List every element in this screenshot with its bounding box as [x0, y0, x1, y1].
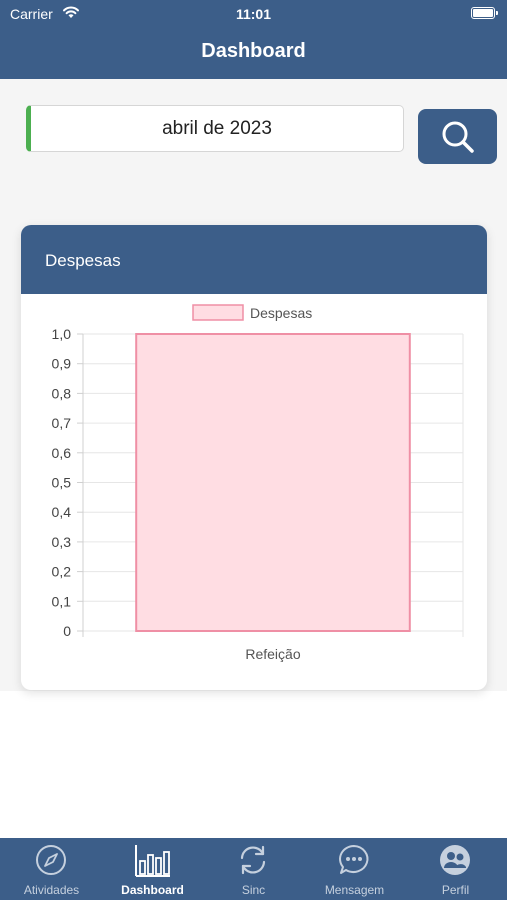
top-bar: Carrier 11:01 Dashboard: [0, 0, 507, 79]
sync-icon: [240, 845, 266, 875]
legend-swatch: [192, 304, 244, 321]
expenses-card: Despesas Despesas 0 0,1 0,2 0,3 0,4 0,5 0,6 0,7 0…: [21, 225, 487, 690]
status-bar: Carrier 11:01: [0, 0, 507, 28]
y-tick-label: 0: [63, 623, 71, 639]
y-tick-label: 0,1: [52, 593, 72, 609]
x-tick-label: Refeição: [245, 646, 300, 662]
bar-chart-icon: [135, 845, 170, 877]
y-tick-label: 0,9: [52, 356, 72, 372]
expenses-bar-chart: Despesas 0 0,1 0,2 0,3 0,4 0,5 0,6 0,7 0,8 0,9 1,0 R…: [52, 304, 464, 662]
tab-label: Mensagem: [324, 883, 385, 897]
y-tick-label: 0,3: [52, 534, 72, 550]
carrier-label: Carrier: [10, 6, 53, 22]
bar: [135, 333, 411, 632]
tab-label: Sinc: [241, 883, 266, 897]
legend-label: Despesas: [250, 305, 312, 321]
y-tick-label: 0,8: [52, 385, 72, 401]
battery-icon: [471, 7, 498, 19]
tab-sinc[interactable]: Sinc: [203, 838, 304, 900]
main-content: abril de 2023 Despesas Despesas 0 0,1 0,2 0,…: [0, 79, 507, 691]
tab-label: Atividades: [23, 883, 80, 897]
card-title: Despesas: [21, 225, 487, 294]
page-title: Dashboard: [201, 40, 306, 62]
status-time: 11:01: [235, 6, 272, 22]
chat-icon: [339, 845, 369, 874]
compass-icon: [36, 845, 66, 875]
y-tick-label: 1,0: [52, 326, 72, 342]
search-button[interactable]: [418, 109, 497, 164]
y-tick-label: 0,2: [52, 564, 72, 580]
tab-atividades[interactable]: Atividades: [1, 838, 102, 900]
month-picker-field[interactable]: abril de 2023: [26, 105, 404, 152]
tab-label: Dashboard: [121, 883, 184, 897]
search-icon: [442, 121, 474, 153]
tab-mensagem[interactable]: Mensagem: [304, 838, 405, 900]
y-tick-label: 0,6: [52, 445, 72, 461]
tab-perfil[interactable]: Perfil: [405, 838, 506, 900]
y-tick-label: 0,5: [52, 475, 72, 491]
tab-label: Perfil: [441, 883, 470, 897]
profile-icon: [440, 845, 470, 875]
tab-dashboard[interactable]: Dashboard: [102, 838, 203, 900]
tab-bar: Atividades Dashboard Sinc Mensagem: [0, 838, 507, 900]
y-tick-label: 0,7: [52, 415, 72, 431]
wifi-icon: [63, 6, 79, 18]
y-tick-label: 0,4: [52, 504, 72, 520]
